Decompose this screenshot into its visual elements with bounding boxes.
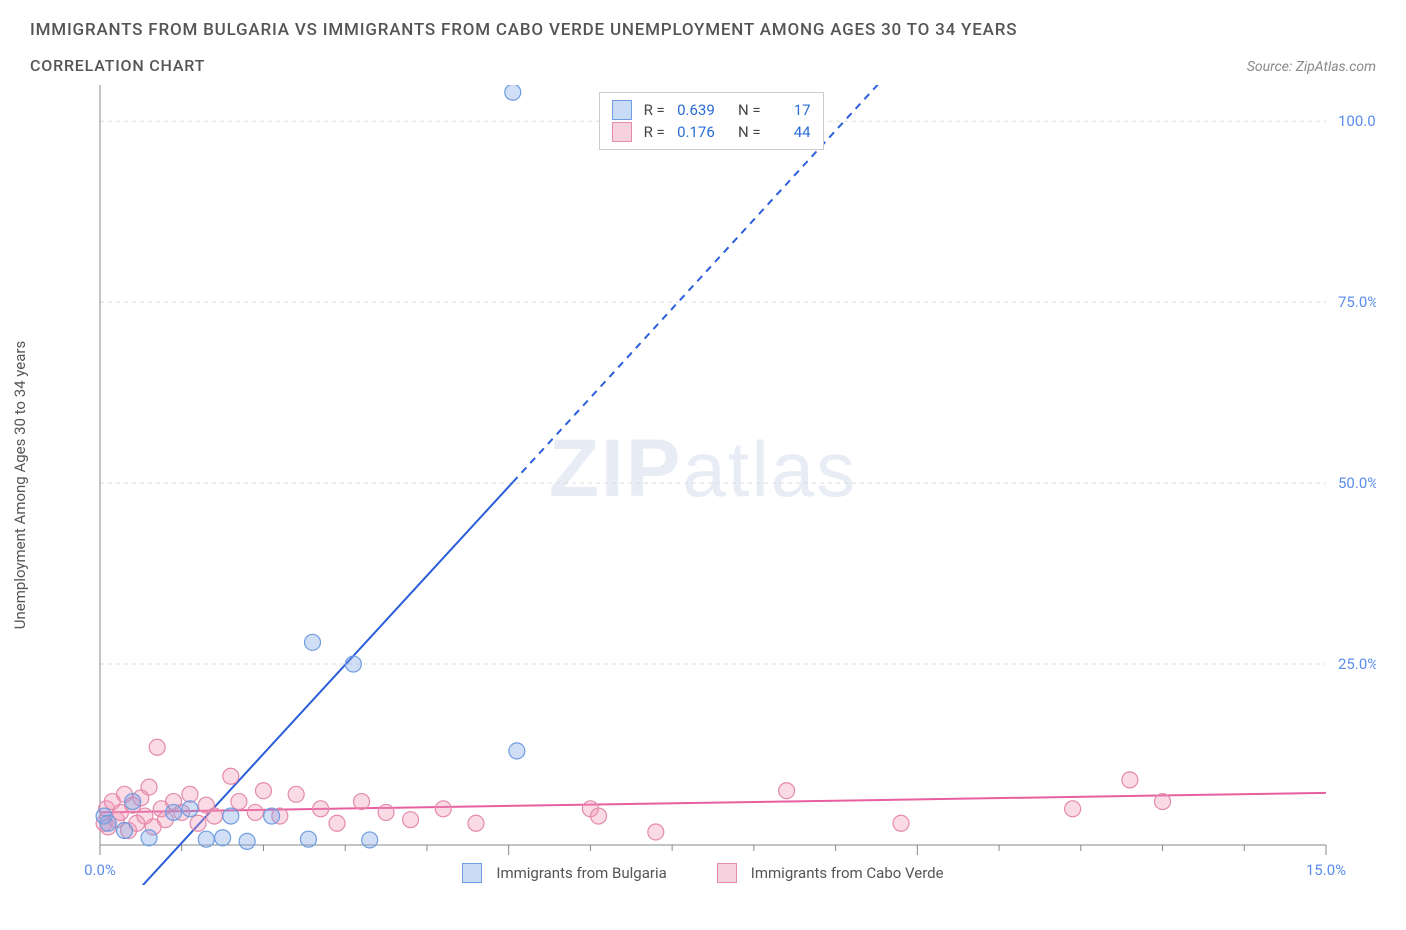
stats-row: R = 0.639 N = 17 — [612, 99, 811, 121]
svg-text:100.0%: 100.0% — [1338, 112, 1376, 130]
subtitle-row: CORRELATION CHART Source: ZipAtlas.com — [30, 56, 1376, 75]
legend-label: Immigrants from Bulgaria — [496, 864, 666, 882]
svg-text:50.0%: 50.0% — [1338, 474, 1376, 492]
chart-title: IMMIGRANTS FROM BULGARIA VS IMMIGRANTS F… — [30, 20, 1376, 40]
n-value: 17 — [767, 99, 811, 121]
r-label: R = — [644, 121, 665, 143]
stats-legend-box: R = 0.639 N = 17R = 0.176 N = 44 — [599, 92, 824, 150]
legend-swatch — [462, 863, 482, 883]
chart-area: Unemployment Among Ages 30 to 34 years Z… — [30, 85, 1376, 885]
chart-container: IMMIGRANTS FROM BULGARIA VS IMMIGRANTS F… — [0, 0, 1406, 930]
legend-label: Immigrants from Cabo Verde — [751, 864, 944, 882]
scatter-plot: 0.0%15.0%25.0%50.0%75.0%100.0% — [30, 85, 1376, 885]
legend-item: Immigrants from Cabo Verde — [717, 863, 944, 883]
stats-row: R = 0.176 N = 44 — [612, 121, 811, 143]
legend-swatch — [612, 122, 632, 142]
y-axis-label: Unemployment Among Ages 30 to 34 years — [11, 341, 29, 629]
n-label: N = — [738, 99, 761, 121]
series-legend: Immigrants from Bulgaria Immigrants from … — [30, 863, 1376, 883]
legend-item: Immigrants from Bulgaria — [462, 863, 666, 883]
r-value: 0.639 — [671, 99, 715, 121]
svg-text:25.0%: 25.0% — [1338, 655, 1376, 673]
r-label: R = — [644, 99, 665, 121]
svg-text:75.0%: 75.0% — [1338, 293, 1376, 311]
r-value: 0.176 — [671, 121, 715, 143]
source-label: Source: ZipAtlas.com — [1247, 59, 1376, 75]
chart-subtitle: CORRELATION CHART — [30, 56, 205, 75]
legend-swatch — [717, 863, 737, 883]
n-value: 44 — [767, 121, 811, 143]
legend-swatch — [612, 100, 632, 120]
n-label: N = — [738, 121, 761, 143]
